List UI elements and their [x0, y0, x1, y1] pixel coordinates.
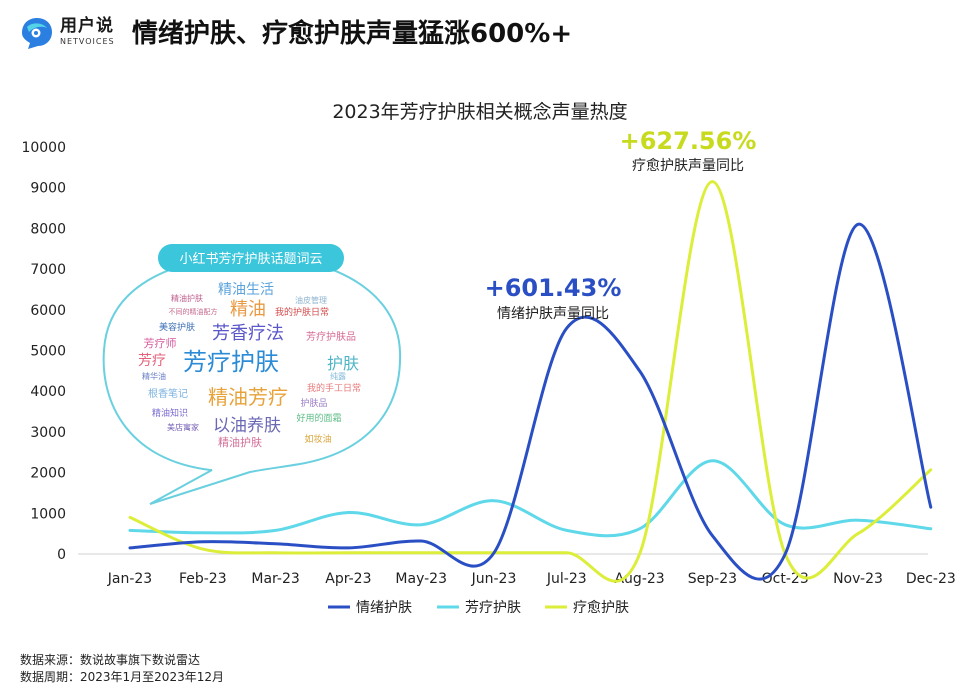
- x-tick-label: Jan-23: [107, 571, 152, 587]
- word-cloud-word: 芳疗护肤品: [306, 330, 356, 343]
- legend-item: 情绪护肤: [356, 600, 412, 616]
- word-cloud-word: 护肤: [327, 354, 359, 373]
- word-cloud-word: 芳香疗法: [212, 323, 284, 344]
- word-cloud-word: 油皮管理: [295, 295, 327, 305]
- y-tick-label: 9000: [30, 181, 66, 197]
- word-cloud-word: 不同的精油配方: [169, 307, 218, 316]
- word-cloud-title-bg: [158, 244, 344, 272]
- x-tick-label: Dec-23: [906, 571, 956, 587]
- y-tick-label: 7000: [30, 262, 66, 278]
- word-cloud-word: 芳疗师: [144, 336, 177, 350]
- x-tick-label: May-23: [395, 571, 447, 587]
- word-cloud-word: 我的手工日常: [307, 382, 361, 394]
- data-period: 数据周期：2023年1月至2023年12月: [20, 670, 224, 684]
- word-cloud-word: 好用的面霜: [296, 412, 341, 424]
- word-cloud-words: 芳疗护肤精油芳疗芳香疗法以油养肤精油精油生活护肤芳疗芳疗师精油护肤根香笔记精油知…: [138, 282, 361, 449]
- page-headline: 情绪护肤、疗愈护肤声量猛涨600%+: [132, 19, 573, 49]
- y-tick-label: 2000: [30, 466, 66, 482]
- chart-title: 2023年芳疗护肤相关概念声量热度: [332, 100, 627, 123]
- annotation-value-emotional: +601.43%: [485, 274, 622, 302]
- word-cloud-word: 精华油: [142, 371, 166, 381]
- word-cloud-word: 纯露: [330, 371, 346, 381]
- word-cloud-word: 芳疗: [138, 352, 166, 369]
- word-cloud-word: 护肤品: [300, 397, 327, 409]
- annotation-value-healing: +627.56%: [620, 127, 757, 155]
- x-tick-label: Oct-23: [762, 571, 809, 587]
- word-cloud-word: 芳疗护肤: [183, 348, 279, 376]
- series-line-3: [128, 180, 933, 583]
- word-cloud-word: 精油护肤: [171, 293, 203, 303]
- y-tick-label: 10000: [21, 140, 66, 156]
- word-cloud-word: 精油芳疗: [208, 385, 288, 409]
- word-cloud-word: 我的护肤日常: [275, 306, 329, 318]
- brand-name-en: NETVOICES: [60, 37, 115, 46]
- y-tick-label: 8000: [30, 221, 66, 237]
- word-cloud-word: 如妆油: [304, 433, 331, 445]
- word-cloud-bubble: 小红书芳疗护肤话题词云 芳疗护肤精油芳疗芳香疗法以油养肤精油精油生活护肤芳疗芳疗…: [102, 244, 402, 505]
- legend-item: 芳疗护肤: [465, 599, 521, 616]
- word-cloud-word: 美容护肤: [159, 321, 195, 333]
- word-cloud-title: 小红书芳疗护肤话题词云: [179, 251, 322, 267]
- x-tick-label: Feb-23: [179, 571, 227, 587]
- page-header: 用户说 NETVOICES 情绪护肤、疗愈护肤声量猛涨600%+: [0, 0, 960, 72]
- chart-series-lines: [128, 180, 933, 583]
- word-cloud-word: 精油护肤: [218, 435, 262, 449]
- annotation-label-healing: 疗愈护肤声量同比: [632, 158, 744, 174]
- y-tick-label: 6000: [30, 303, 66, 319]
- x-tick-label: Apr-23: [325, 571, 371, 587]
- y-tick-label: 3000: [30, 425, 66, 441]
- word-cloud-word: 精油知识: [152, 407, 188, 419]
- x-axis: Jan-23 Feb-23 Mar-23 Apr-23 May-23 Jun-23 Jul-…: [107, 571, 956, 587]
- brand: 用户说 NETVOICES: [60, 16, 115, 48]
- netvoices-logo-icon: [22, 18, 52, 49]
- chart-legend: 情绪护肤 芳疗护肤 疗愈护肤: [328, 599, 629, 616]
- y-tick-label: 5000: [30, 344, 66, 360]
- word-cloud-word: 精油生活: [218, 282, 274, 298]
- y-tick-label: 4000: [30, 384, 66, 400]
- x-tick-label: Nov-23: [833, 571, 883, 587]
- series-line-2: [128, 459, 933, 538]
- x-tick-label: Sep-23: [688, 571, 737, 587]
- x-tick-label: Jun-23: [471, 571, 517, 587]
- word-cloud-word: 精油: [230, 299, 266, 320]
- annotation-label-emotional: 情绪护肤声量同比: [497, 306, 609, 322]
- word-cloud-word: 根香笔记: [148, 387, 188, 400]
- y-tick-label: 0: [57, 547, 66, 563]
- word-cloud-word: 美店寓家: [167, 422, 199, 432]
- data-source: 数据来源：数说故事旗下数说雷达: [20, 653, 201, 667]
- y-tick-label: 1000: [30, 506, 66, 522]
- x-tick-label: Mar-23: [251, 571, 299, 587]
- brand-name-cn: 用户说: [60, 16, 114, 36]
- x-tick-label: Jul-23: [546, 571, 587, 587]
- chart-annotations: +601.43% 情绪护肤声量同比 +627.56% 疗愈护肤声量同比: [485, 127, 757, 322]
- word-cloud-word: 以油养肤: [213, 416, 281, 436]
- y-axis: 0 1000 2000 3000 4000 5000 6000 7000 8000 9000 100…: [21, 140, 66, 563]
- data-source-footer: 数据来源：数说故事旗下数说雷达 数据周期：2023年1月至2023年12月: [20, 652, 224, 686]
- series-line-1: [128, 222, 933, 581]
- legend-item: 疗愈护肤: [573, 600, 629, 616]
